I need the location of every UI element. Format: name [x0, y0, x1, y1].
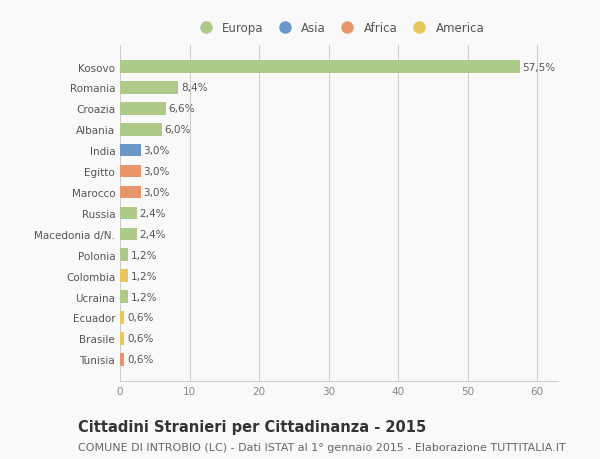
Bar: [120, 186, 141, 199]
Text: 1,2%: 1,2%: [131, 292, 158, 302]
Text: 0,6%: 0,6%: [127, 313, 154, 323]
Bar: [120, 103, 166, 115]
Bar: [120, 207, 137, 220]
Bar: [120, 353, 124, 366]
Bar: [120, 291, 128, 303]
Text: 3,0%: 3,0%: [143, 188, 170, 197]
Legend: Europa, Asia, Africa, America: Europa, Asia, Africa, America: [190, 18, 488, 38]
Bar: [120, 332, 124, 345]
Text: 2,4%: 2,4%: [139, 208, 166, 218]
Bar: [120, 165, 141, 178]
Bar: [120, 312, 124, 324]
Text: COMUNE DI INTROBIO (LC) - Dati ISTAT al 1° gennaio 2015 - Elaborazione TUTTITALI: COMUNE DI INTROBIO (LC) - Dati ISTAT al …: [78, 442, 566, 452]
Text: 0,6%: 0,6%: [127, 334, 154, 344]
Text: 3,0%: 3,0%: [143, 167, 170, 177]
Bar: [120, 124, 162, 136]
Text: 6,0%: 6,0%: [164, 125, 191, 135]
Text: 3,0%: 3,0%: [143, 146, 170, 156]
Text: 0,6%: 0,6%: [127, 354, 154, 364]
Text: 57,5%: 57,5%: [523, 62, 556, 73]
Text: 2,4%: 2,4%: [139, 230, 166, 239]
Text: 1,2%: 1,2%: [131, 250, 158, 260]
Text: Cittadini Stranieri per Cittadinanza - 2015: Cittadini Stranieri per Cittadinanza - 2…: [78, 419, 426, 434]
Bar: [120, 61, 520, 73]
Text: 1,2%: 1,2%: [131, 271, 158, 281]
Bar: [120, 82, 178, 95]
Bar: [120, 249, 128, 262]
Text: 8,4%: 8,4%: [181, 83, 208, 93]
Bar: [120, 228, 137, 241]
Bar: [120, 270, 128, 282]
Text: 6,6%: 6,6%: [169, 104, 195, 114]
Bar: [120, 145, 141, 157]
